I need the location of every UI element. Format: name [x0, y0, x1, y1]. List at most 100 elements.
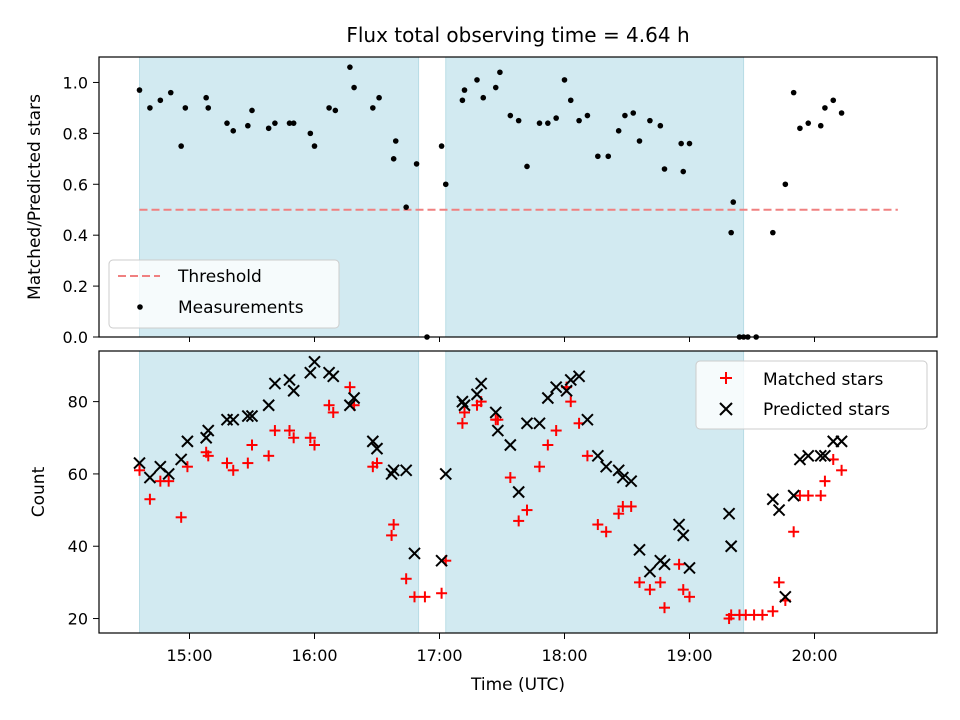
matched-star-point [309, 439, 320, 451]
measurement-point [205, 105, 212, 111]
predicted-star-point [793, 453, 807, 466]
predicted-marker-b [489, 406, 502, 419]
matched-star-point [654, 576, 666, 588]
matched-star-point [456, 417, 468, 429]
predicted-star-point [624, 474, 638, 488]
measurement-point [265, 125, 272, 132]
matched-star-point [802, 490, 814, 502]
legend-matched-label: Matched stars [763, 370, 883, 390]
measurement-point [728, 229, 734, 236]
predicted-star-point [287, 384, 300, 397]
x-tick-label: 20:00 [791, 646, 837, 665]
measurement-point [178, 143, 184, 149]
predicted-star-point [370, 442, 384, 455]
measurement-point [136, 87, 143, 93]
predicted-star-point [814, 449, 827, 463]
predicted-star-point [564, 373, 577, 387]
y-tick-label: 40 [68, 537, 88, 556]
measurement-point [680, 168, 687, 175]
matched-star-point [284, 425, 295, 437]
measurement-point [147, 105, 153, 111]
predicted-marker-b [199, 431, 213, 444]
matched-star-point [581, 450, 593, 462]
predicted-star-point [470, 388, 484, 401]
matched-star-point [767, 605, 779, 617]
matched-star-point [815, 490, 827, 502]
predicted-marker-b [549, 380, 563, 394]
predicted-star-point [262, 399, 275, 412]
predicted-marker-b [533, 417, 546, 430]
predicted-star-point [616, 471, 630, 484]
matched-star-point [521, 504, 533, 516]
y-tick-label: 0.0 [63, 328, 88, 347]
predicted-marker-b [835, 435, 848, 448]
predicted-star-point [722, 507, 736, 520]
matched-star-point [600, 526, 612, 538]
predicted-star-point [343, 399, 357, 412]
matched-star-point [644, 584, 656, 596]
measurement-point [790, 89, 797, 96]
predicted-star-point [435, 554, 448, 567]
predicted-star-point [308, 355, 321, 369]
predicted-marker-b [802, 449, 815, 463]
matched-star-point [788, 526, 800, 538]
measurement-point [657, 122, 664, 129]
predicted-marker-b [133, 456, 146, 470]
predicted-star-point [347, 391, 361, 405]
predicted-star-point [683, 561, 696, 575]
matched-star-point [836, 464, 848, 476]
predicted-marker-b [408, 547, 421, 560]
predicted-marker-b [491, 424, 505, 437]
measurement-point [770, 229, 776, 236]
predicted-star-point [541, 391, 555, 405]
measurement-point [545, 120, 551, 126]
legend-threshold-label: Threshold [177, 267, 262, 287]
predicted-star-point [549, 380, 563, 394]
predicted-marker-b [343, 399, 357, 412]
top-y-axis-label: Matched/Predicted stars [25, 94, 45, 300]
predicted-marker-b [439, 467, 452, 481]
measurement-point [497, 69, 503, 76]
top-y-ticks: 0.0 0.2 0.4 0.6 0.8 1.0 [63, 73, 99, 347]
predicted-star-point [458, 399, 471, 412]
predicted-marker-b [287, 384, 300, 397]
measurement-point [157, 97, 164, 104]
predicted-star-point [268, 377, 282, 390]
predicted-marker-b [818, 449, 832, 463]
matched-star-point [327, 406, 339, 418]
predicted-star-point [560, 384, 573, 397]
measurement-point [817, 122, 824, 129]
predicted-star-point [408, 547, 421, 560]
matched-star-point [134, 464, 145, 476]
matched-star-point [436, 587, 448, 599]
matched-star-point [684, 591, 695, 603]
y-tick-label: 20 [68, 610, 88, 629]
y-tick-label: 60 [68, 465, 88, 484]
measurement-point [782, 181, 789, 188]
predicted-star-point [672, 518, 686, 531]
matched-star-point [534, 461, 545, 473]
measurement-point [286, 120, 293, 126]
top-panel: 0.0 0.2 0.4 0.6 0.8 1.0 Matched/Predicted sta… [25, 56, 938, 347]
matched-star-point [459, 406, 470, 418]
matched-star-point [388, 519, 400, 531]
predicted-star-point [779, 590, 792, 604]
matched-star-point [175, 511, 187, 523]
measurement-point [678, 140, 684, 147]
measurement-point [838, 110, 845, 116]
measurement-point [730, 199, 737, 205]
measurement-point [630, 110, 637, 116]
measurement-point [561, 77, 568, 83]
predicted-star-point [802, 449, 815, 463]
measurement-point [636, 138, 643, 144]
predicted-star-point [766, 493, 780, 506]
matched-star-point [677, 584, 689, 596]
measurement-point [797, 125, 803, 132]
predicted-star-point [174, 453, 188, 466]
measurement-point [605, 153, 612, 160]
predicted-marker-b [327, 370, 340, 383]
predicted-star-point [181, 435, 194, 448]
x-tick-label: 16:00 [291, 646, 337, 665]
predicted-marker-b [793, 453, 807, 466]
